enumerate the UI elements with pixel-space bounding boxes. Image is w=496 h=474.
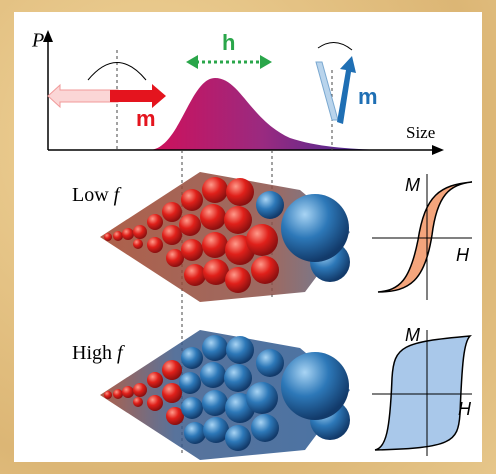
particle: [224, 364, 252, 392]
particle: [200, 362, 226, 388]
particle: [147, 214, 163, 230]
particle: [225, 267, 251, 293]
particle: [162, 202, 182, 222]
particle: [224, 206, 252, 234]
particle: [133, 397, 143, 407]
particle: [251, 414, 279, 442]
particle: [202, 232, 228, 258]
particle: [256, 349, 284, 377]
particle: [256, 191, 284, 219]
particle: [202, 335, 228, 361]
particle: [147, 237, 163, 253]
particle: [133, 225, 147, 239]
particle: [179, 372, 201, 394]
moment-label: m: [358, 84, 378, 109]
particle: [179, 214, 201, 236]
loop-x-label: H: [456, 245, 470, 265]
particle: [202, 390, 228, 416]
x-axis-label: Size: [406, 123, 435, 142]
particle: [104, 233, 112, 241]
particle: [147, 395, 163, 411]
particle: [226, 178, 254, 206]
particle: [104, 391, 112, 399]
loop-y-label: M: [405, 175, 420, 195]
particle: [184, 422, 206, 444]
particle: [181, 239, 203, 261]
moment-label: m: [136, 106, 156, 131]
particle: [122, 386, 134, 398]
loop-x-label: H: [458, 399, 472, 419]
figure: P Size m h m Low f High f M H M H: [0, 0, 496, 474]
particle: [162, 383, 182, 403]
panel-label: Low f: [72, 184, 122, 206]
h-label: h: [222, 30, 235, 55]
particle: [113, 389, 123, 399]
particle: [226, 336, 254, 364]
particle: [246, 382, 278, 414]
particle: [162, 360, 182, 380]
particle: [281, 352, 349, 420]
particle: [181, 347, 203, 369]
particle: [122, 228, 134, 240]
particle: [133, 383, 147, 397]
particle: [202, 177, 228, 203]
particle: [281, 194, 349, 262]
panel-label-text: High: [72, 342, 112, 364]
y-axis-label: P: [31, 30, 44, 52]
particle: [225, 425, 251, 451]
loop-y-label: M: [405, 325, 420, 345]
particle: [246, 224, 278, 256]
particle: [181, 397, 203, 419]
page: P Size m h m Low f High f M H M H (() =>…: [0, 0, 496, 474]
particle: [184, 264, 206, 286]
particle: [251, 256, 279, 284]
particle: [113, 231, 123, 241]
particle: [162, 225, 182, 245]
panel-label-text: Low: [72, 184, 109, 206]
particle: [133, 239, 143, 249]
particle: [147, 372, 163, 388]
particle: [181, 189, 203, 211]
particle: [200, 204, 226, 230]
panel-label: High f: [72, 342, 125, 364]
